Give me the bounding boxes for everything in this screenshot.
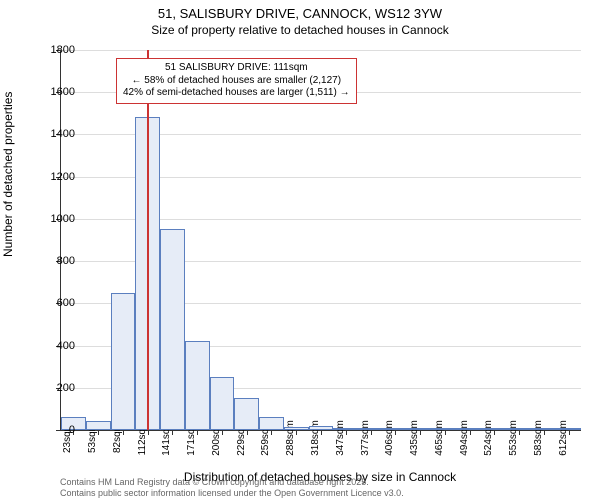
xtick-mark — [420, 430, 421, 435]
histogram-bar — [457, 428, 482, 430]
histogram-bar — [160, 229, 185, 430]
xtick-label: 406sqm — [384, 420, 395, 456]
xtick-label: 553sqm — [508, 420, 519, 456]
xtick-mark — [172, 430, 173, 435]
annotation-line: ← 58% of detached houses are smaller (2,… — [123, 75, 350, 88]
chart-title: 51, SALISBURY DRIVE, CANNOCK, WS12 3YW — [0, 0, 600, 23]
histogram-bar — [210, 377, 235, 430]
ytick-label: 400 — [35, 340, 75, 352]
chart-subtitle: Size of property relative to detached ho… — [0, 23, 600, 37]
ytick-label: 0 — [35, 424, 75, 436]
histogram-bar — [556, 428, 581, 430]
ytick-label: 1000 — [35, 213, 75, 225]
histogram-bar — [86, 421, 111, 431]
histogram-bar — [333, 428, 358, 430]
ytick-label: 1800 — [35, 44, 75, 56]
y-axis-label: Number of detached properties — [1, 92, 15, 257]
gridline — [61, 50, 581, 51]
xtick-mark — [98, 430, 99, 435]
ytick-label: 800 — [35, 255, 75, 267]
xtick-label: 377sqm — [360, 420, 371, 456]
chart-container: 51, SALISBURY DRIVE, CANNOCK, WS12 3YW S… — [0, 0, 600, 500]
xtick-label: 347sqm — [335, 420, 346, 456]
histogram-bar — [185, 341, 210, 430]
histogram-bar — [234, 398, 259, 430]
ytick-label: 600 — [35, 297, 75, 309]
annotation-box: 51 SALISBURY DRIVE: 111sqm← 58% of detac… — [116, 58, 357, 104]
xtick-mark — [271, 430, 272, 435]
annotation-line: 42% of semi-detached houses are larger (… — [123, 87, 350, 100]
plot-area: 23sqm53sqm82sqm112sqm141sqm171sqm200sqm2… — [60, 50, 581, 431]
histogram-bar — [309, 426, 334, 430]
xtick-mark — [494, 430, 495, 435]
histogram-bar — [531, 428, 556, 430]
xtick-label: 612sqm — [558, 420, 569, 456]
histogram-bar — [482, 428, 507, 430]
histogram-bar — [358, 428, 383, 430]
annotation-line: 51 SALISBURY DRIVE: 111sqm — [123, 62, 350, 75]
histogram-bar — [259, 417, 284, 430]
xtick-mark — [222, 430, 223, 435]
xtick-label: 583sqm — [533, 420, 544, 456]
attribution-line: Contains HM Land Registry data © Crown c… — [60, 477, 404, 487]
ytick-label: 1600 — [35, 86, 75, 98]
xtick-label: 435sqm — [409, 420, 420, 456]
ytick-label: 200 — [35, 382, 75, 394]
histogram-bar — [383, 428, 408, 430]
xtick-mark — [519, 430, 520, 435]
ytick-label: 1200 — [35, 171, 75, 183]
histogram-bar — [111, 293, 136, 430]
xtick-mark — [395, 430, 396, 435]
histogram-bar — [507, 428, 532, 430]
attribution: Contains HM Land Registry data © Crown c… — [60, 477, 404, 498]
histogram-bar — [432, 428, 457, 430]
xtick-label: 494sqm — [459, 420, 470, 456]
xtick-label: 465sqm — [434, 420, 445, 456]
xtick-mark — [197, 430, 198, 435]
xtick-mark — [321, 430, 322, 435]
xtick-label: 524sqm — [483, 420, 494, 456]
reference-line — [147, 50, 149, 430]
attribution-line: Contains public sector information licen… — [60, 488, 404, 498]
xtick-label: 288sqm — [285, 420, 296, 456]
xtick-mark — [296, 430, 297, 435]
ytick-label: 1400 — [35, 128, 75, 140]
histogram-bar — [284, 427, 309, 430]
histogram-bar — [408, 428, 433, 430]
xtick-mark — [123, 430, 124, 435]
